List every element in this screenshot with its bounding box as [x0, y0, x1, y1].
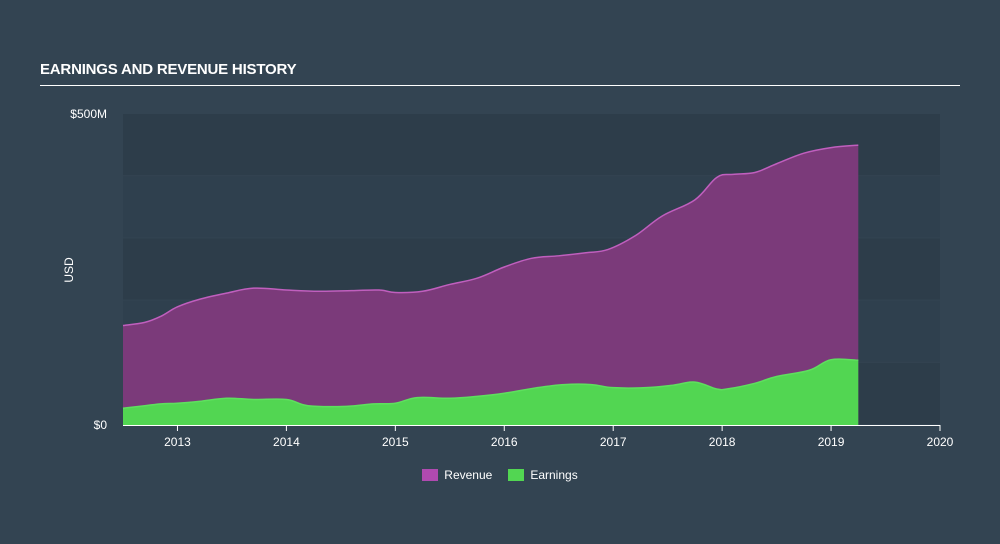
series-areas — [122, 144, 859, 425]
area-revenue[interactable] — [123, 145, 859, 425]
y-axis-label: USD — [62, 257, 76, 283]
x-tick-label: 2014 — [273, 435, 300, 449]
legend-swatch-revenue — [422, 469, 439, 481]
title-divider — [40, 85, 960, 86]
area-earnings[interactable] — [123, 359, 859, 425]
x-tick-label: 2017 — [600, 435, 627, 449]
axes — [123, 425, 941, 431]
y-tick-label-zero: $0 — [94, 418, 108, 432]
x-tick-label: 2018 — [709, 435, 736, 449]
x-tick-label: 2019 — [818, 435, 845, 449]
y-tick-label-max: $500M — [70, 107, 107, 121]
legend-item-revenue[interactable]: Revenue — [422, 468, 492, 482]
legend-label-earnings: Earnings — [530, 468, 578, 482]
x-tick-label: 2016 — [491, 435, 518, 449]
x-tick-label: 2013 — [164, 435, 191, 449]
legend-label-revenue: Revenue — [444, 468, 493, 482]
legend-swatch-earnings — [508, 469, 525, 481]
legend: Revenue Earnings — [0, 468, 1000, 482]
chart-title: EARNINGS AND REVENUE HISTORY — [40, 61, 297, 78]
x-tick-label: 2020 — [927, 435, 954, 449]
x-tick-label: 2015 — [382, 435, 409, 449]
x-tick-labels: 2013 2014 2015 2016 2017 2018 2019 2020 — [164, 435, 954, 449]
legend-item-earnings[interactable]: Earnings — [508, 468, 578, 482]
line-earnings — [122, 358, 859, 409]
line-revenue — [122, 144, 859, 327]
